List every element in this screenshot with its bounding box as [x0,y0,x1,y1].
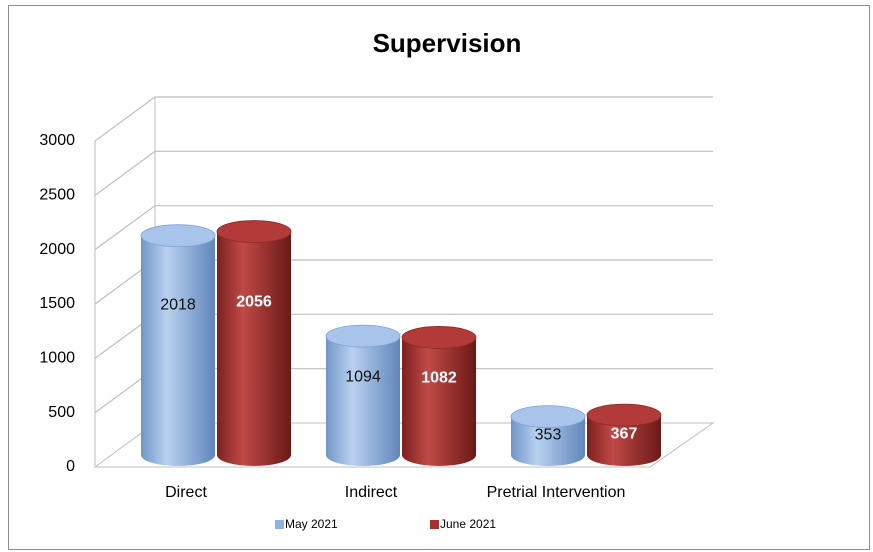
cylinder-body [587,415,661,466]
legend-swatch [430,520,439,529]
cylinder [401,326,477,466]
data-label: 1094 [345,369,381,386]
cylinder-body [402,337,476,466]
cylinder [325,324,401,466]
cylinder [216,220,292,466]
data-label: 367 [611,426,638,443]
y-tick-label: 1500 [39,295,75,312]
cylinder [510,405,586,466]
chart-title: Supervision [373,28,522,58]
grid-line [94,205,713,251]
y-tick-label: 1000 [39,350,75,367]
cylinder-top [586,403,662,427]
cylinder [586,403,662,466]
x-tick-label: Pretrial Intervention [487,484,626,501]
y-tick-label: 2000 [39,241,75,258]
cylinder-top [216,220,292,243]
chart-border [8,5,870,550]
data-label: 2056 [236,293,272,310]
y-tick-label: 500 [48,404,75,421]
y-tick-label: 3000 [39,132,75,149]
cylinder-body [511,416,585,466]
cylinder-body [217,231,291,466]
grid-line [94,96,713,142]
cylinder-top [510,405,586,429]
y-tick-label: 0 [66,458,75,475]
data-label: 353 [535,427,562,444]
cylinder [140,224,216,466]
x-tick-label: Indirect [345,484,398,501]
grid-line [94,150,713,196]
cylinder-top [140,224,216,248]
data-label: 2018 [160,296,196,313]
legend-swatch [275,520,284,529]
data-label: 1082 [421,370,457,387]
cylinder-body [326,336,400,466]
cylinder-top [401,326,477,349]
x-tick-label: Direct [165,484,207,501]
cylinder-body [141,235,215,466]
legend-label: May 2021 [285,517,338,531]
cylinder-top [325,324,401,348]
legend-label: June 2021 [440,517,496,531]
y-tick-label: 2500 [39,187,75,204]
